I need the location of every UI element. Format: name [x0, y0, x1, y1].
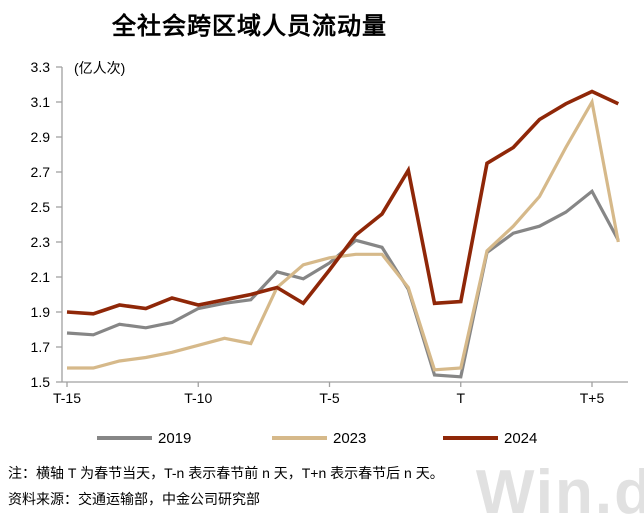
y-axis-unit-label: (亿人次)	[74, 60, 126, 76]
footnote-source: 资料来源：交通运输部，中金公司研究部	[8, 491, 260, 507]
legend-swatch-2019	[97, 436, 152, 440]
x-tick-label: T-5	[319, 390, 339, 406]
footnotes: 注：横轴 T 为春节当天，T-n 表示春节前 n 天，T+n 表示春节后 n 天…	[8, 460, 444, 512]
footnote-axis-definition: 注：横轴 T 为春节当天，T-n 表示春节前 n 天，T+n 表示春节后 n 天…	[8, 465, 444, 481]
legend: 2019 2023 2024	[0, 427, 644, 449]
legend-item-2024: 2024	[443, 427, 537, 449]
legend-swatch-2023	[272, 436, 327, 440]
y-tick-label: 2.5	[31, 199, 51, 215]
series-line-2019	[66, 188, 620, 379]
y-tick-label: 3.1	[31, 94, 51, 110]
x-tick-label: T-10	[184, 390, 212, 406]
x-tick-label: T+5	[580, 390, 605, 406]
legend-item-2019: 2019	[97, 427, 191, 449]
y-tick-label: 2.7	[31, 164, 51, 180]
legend-item-2023: 2023	[272, 427, 366, 449]
y-tick-label: 3.3	[31, 59, 51, 75]
series-line-2023	[67, 97, 620, 372]
wind-watermark: Win.d	[475, 458, 644, 516]
x-tick-label: T	[456, 390, 465, 406]
y-tick-label: 1.5	[31, 374, 51, 390]
y-tick-label: 2.3	[31, 234, 51, 250]
legend-label-2023: 2023	[333, 429, 367, 447]
y-tick-label: 1.7	[31, 339, 51, 355]
y-tick-label: 2.9	[31, 129, 51, 145]
legend-label-2024: 2024	[504, 429, 538, 447]
series-line-2024	[66, 89, 620, 316]
x-tick-label: T-15	[53, 390, 81, 406]
y-tick-label: 2.1	[31, 269, 51, 285]
legend-label-2019: 2019	[158, 429, 192, 447]
legend-swatch-2024	[443, 436, 498, 440]
line-chart: 1.5 1.7 1.9 2.1 2.3 2.5 2.7 2.9 3.1 3.3 T-15 T-10 T-…	[31, 59, 628, 406]
y-tick-label: 1.9	[31, 304, 51, 320]
chart-title: 全社会跨区域人员流动量	[112, 13, 387, 40]
